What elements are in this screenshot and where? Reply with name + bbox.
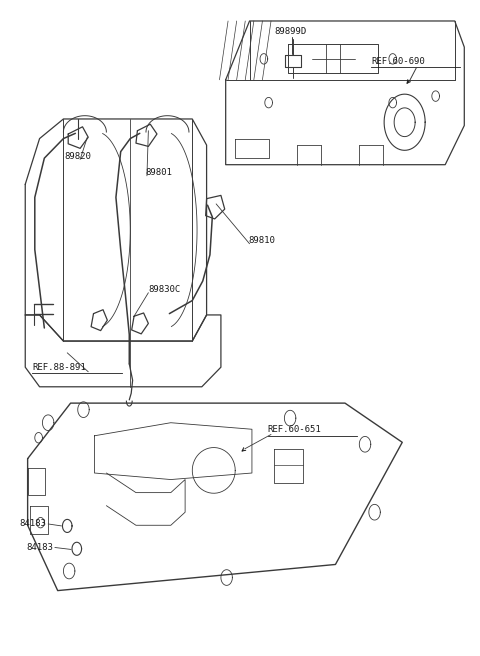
Text: 89820: 89820 <box>64 152 91 161</box>
Text: 89830C: 89830C <box>148 285 180 294</box>
Text: REF.60-651: REF.60-651 <box>268 425 322 434</box>
Text: 84183: 84183 <box>26 543 53 552</box>
Text: 89899D: 89899D <box>275 27 307 36</box>
Text: REF.88-891: REF.88-891 <box>33 363 86 372</box>
Text: 84183: 84183 <box>20 520 47 529</box>
Text: 89801: 89801 <box>145 168 172 177</box>
Text: 89810: 89810 <box>249 236 276 245</box>
Text: REF.60-690: REF.60-690 <box>371 57 425 66</box>
